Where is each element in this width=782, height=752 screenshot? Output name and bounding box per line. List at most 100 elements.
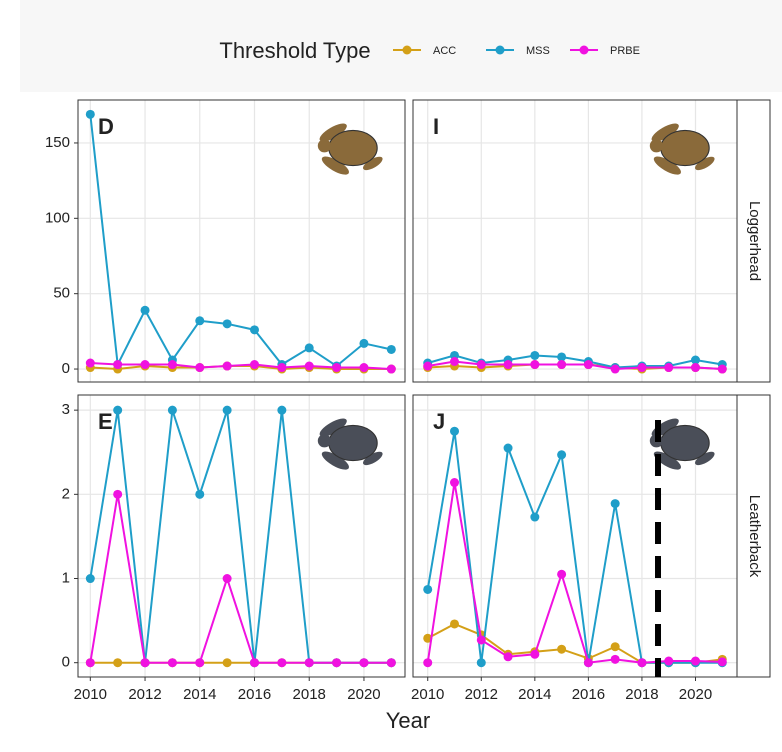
y-tick-label: 100 (45, 209, 70, 226)
data-point (450, 478, 459, 487)
x-tick-label: 2010 (74, 686, 107, 703)
legend-label: PRBE (610, 45, 640, 57)
data-point (168, 406, 177, 415)
panel-label: E (98, 409, 113, 434)
data-point (86, 359, 95, 368)
data-point (113, 406, 122, 415)
legend-title: Threshold Type (219, 38, 370, 63)
data-point (223, 362, 232, 371)
data-point (141, 360, 150, 369)
data-point (611, 499, 620, 508)
panel-label: J (433, 409, 445, 434)
data-point (250, 658, 259, 667)
data-point (305, 658, 314, 667)
facet-label: Leatherback (746, 495, 763, 578)
data-point (387, 345, 396, 354)
data-point (387, 365, 396, 374)
data-point (195, 658, 204, 667)
data-point (450, 357, 459, 366)
data-point (530, 650, 539, 659)
data-point (113, 360, 122, 369)
data-point (113, 490, 122, 499)
legend-band (20, 0, 782, 92)
data-point (423, 658, 432, 667)
y-tick-label: 1 (62, 569, 70, 586)
data-point (195, 490, 204, 499)
data-point (223, 574, 232, 583)
legend-label: ACC (433, 45, 456, 57)
data-point (305, 362, 314, 371)
data-point (504, 444, 513, 453)
data-point (359, 363, 368, 372)
x-axis-title: Year (386, 708, 430, 733)
y-tick-label: 0 (62, 360, 70, 377)
x-tick-label: 2012 (465, 686, 498, 703)
x-tick-label: 2014 (183, 686, 216, 703)
data-point (359, 658, 368, 667)
data-point (195, 316, 204, 325)
data-point (195, 363, 204, 372)
data-point (637, 658, 646, 667)
data-point (557, 450, 566, 459)
data-point (611, 642, 620, 651)
data-point (664, 363, 673, 372)
facet-label: Loggerhead (746, 201, 763, 281)
shell (329, 425, 377, 460)
data-point (718, 657, 727, 666)
data-point (305, 343, 314, 352)
data-point (584, 658, 593, 667)
data-point (530, 351, 539, 360)
data-point (141, 306, 150, 315)
data-point (250, 325, 259, 334)
y-tick-label: 0 (62, 654, 70, 671)
legend-marker (403, 46, 412, 55)
shell (329, 130, 377, 165)
y-tick-label: 50 (53, 285, 70, 302)
y-tick-label: 150 (45, 134, 70, 151)
x-tick-label: 2020 (679, 686, 712, 703)
x-tick-label: 2012 (128, 686, 161, 703)
x-tick-label: 2020 (347, 686, 380, 703)
data-point (584, 360, 593, 369)
data-point (277, 406, 286, 415)
data-point (423, 585, 432, 594)
data-point (223, 658, 232, 667)
shell (661, 425, 709, 460)
data-point (332, 658, 341, 667)
data-point (557, 570, 566, 579)
data-point (168, 360, 177, 369)
data-point (504, 360, 513, 369)
data-point (168, 658, 177, 667)
data-point (691, 657, 700, 666)
data-point (477, 360, 486, 369)
data-point (664, 657, 673, 666)
data-point (504, 652, 513, 661)
data-point (450, 427, 459, 436)
panel-label: D (98, 114, 114, 139)
data-point (359, 339, 368, 348)
data-point (557, 645, 566, 654)
x-tick-label: 2016 (572, 686, 605, 703)
legend-label: MSS (526, 45, 550, 57)
data-point (223, 319, 232, 328)
head (318, 139, 331, 152)
data-point (477, 658, 486, 667)
data-point (277, 658, 286, 667)
data-point (141, 658, 150, 667)
data-point (86, 110, 95, 119)
data-point (450, 619, 459, 628)
data-point (530, 513, 539, 522)
x-tick-label: 2016 (238, 686, 271, 703)
y-tick-label: 3 (62, 401, 70, 418)
data-point (718, 365, 727, 374)
head (650, 139, 663, 152)
data-point (86, 574, 95, 583)
data-point (387, 658, 396, 667)
data-point (113, 658, 122, 667)
head (318, 434, 331, 447)
x-tick-label: 2018 (293, 686, 326, 703)
data-point (250, 360, 259, 369)
data-point (332, 363, 341, 372)
data-point (530, 360, 539, 369)
data-point (477, 635, 486, 644)
